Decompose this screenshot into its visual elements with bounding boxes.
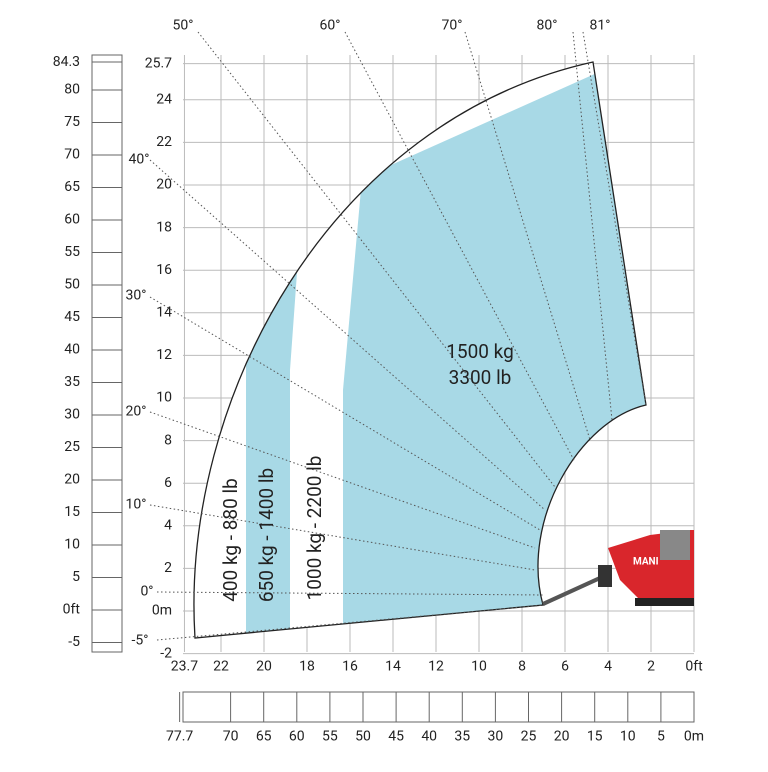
- zone-label: 650 kg - 1400 lb: [255, 468, 278, 602]
- height-ft-label: 10: [64, 537, 80, 553]
- zones: [246, 62, 646, 638]
- reach-m-label: 4: [604, 659, 612, 675]
- height-m-label: 4: [164, 518, 172, 534]
- zone-650: [246, 230, 299, 638]
- reach-ft-label: 20: [554, 729, 570, 745]
- reach-m-label: 2: [647, 659, 655, 675]
- reach-ft-label: 35: [454, 729, 470, 745]
- envelope-outline: [193, 61, 647, 639]
- height-m-label: 0m: [152, 603, 172, 619]
- reach-m-label: 10: [471, 659, 487, 675]
- height-m-label: -2: [160, 645, 172, 661]
- reach-ft-label: 0m: [684, 729, 704, 745]
- reach-m-label: 0ft: [685, 659, 703, 675]
- height-m-label: 6: [164, 475, 172, 491]
- angle-label: 10°: [126, 497, 147, 513]
- height-ft-label: 0ft: [63, 602, 81, 618]
- reach-m-label: 18: [299, 659, 315, 675]
- height-ft-label: 84.3: [53, 54, 80, 70]
- height-m-label: 22: [156, 134, 172, 150]
- height-m-label: 16: [156, 262, 172, 278]
- reach-m-label: 12: [428, 659, 444, 675]
- height-ft-label: 25: [64, 439, 80, 455]
- reach-m-label: 8: [518, 659, 526, 675]
- ft-height-scale: [91, 54, 123, 653]
- reach-ft-label: 55: [322, 729, 338, 745]
- reach-ft-label: 70: [223, 729, 239, 745]
- reach-m-label: 23.7: [171, 659, 198, 675]
- angle-label: 80°: [537, 18, 558, 34]
- height-m-label: 14: [156, 305, 172, 321]
- height-ft-label: 55: [64, 244, 80, 260]
- brand: MANI: [633, 557, 659, 568]
- reach-m-label: 16: [342, 659, 358, 675]
- height-ft-label: 75: [64, 114, 80, 130]
- height-ft-label: 20: [64, 472, 80, 488]
- height-ft-label: 15: [64, 504, 80, 520]
- height-ft-label: 70: [64, 147, 80, 163]
- angle-label: 50°: [173, 18, 194, 34]
- reach-ft-label: 10: [620, 729, 636, 745]
- height-m-label: 10: [156, 390, 172, 406]
- zone-label: 1000 kg - 2200 lb: [303, 456, 326, 601]
- reach-ft-label: 60: [289, 729, 305, 745]
- height-m-label: 24: [156, 92, 172, 108]
- ft-reach-scale: [182, 691, 695, 723]
- height-m-label: 20: [156, 177, 172, 193]
- angle-label: 30°: [126, 288, 147, 304]
- telehandler: MANI: [542, 530, 694, 606]
- angle-label: 70°: [442, 18, 463, 34]
- zone-label: 1500 kg: [446, 340, 514, 363]
- height-ft-label: 30: [64, 407, 80, 423]
- reach-ft-label: 40: [421, 729, 437, 745]
- height-ft-label: 5: [72, 569, 80, 585]
- angle-label: 0°: [140, 584, 153, 600]
- reach-ft-label: 15: [587, 729, 603, 745]
- angle-label: 20°: [126, 404, 147, 420]
- angle-label: 40°: [129, 152, 150, 168]
- reach-ft-label: 45: [388, 729, 404, 745]
- reach-m-label: 6: [561, 659, 569, 675]
- height-ft-label: 50: [64, 277, 80, 293]
- reach-m-label: 14: [385, 659, 401, 675]
- angle-label: -5°: [132, 633, 149, 649]
- height-m-label: 18: [156, 219, 172, 235]
- reach-ft-label: 50: [355, 729, 371, 745]
- zone-label: 3300 lb: [449, 366, 512, 389]
- height-ft-label: 35: [64, 374, 80, 390]
- height-ft-label: 40: [64, 342, 80, 358]
- reach-ft-label: 5: [657, 729, 665, 745]
- reach-ft-label: 77.7: [166, 729, 193, 745]
- height-ft-label: 45: [64, 309, 80, 325]
- angle-label: 60°: [320, 18, 341, 34]
- zone-1500: [343, 62, 646, 638]
- zone-label: 400 kg - 880 lb: [219, 478, 242, 602]
- height-ft-label: 60: [64, 212, 80, 228]
- reach-m-label: 20: [256, 659, 272, 675]
- angle-lines: [149, 31, 647, 641]
- height-ft-label: 80: [64, 82, 80, 98]
- angle-label: 81°: [590, 18, 611, 34]
- reach-ft-label: 65: [256, 729, 272, 745]
- height-ft-label: -5: [68, 634, 80, 650]
- reach-m-label: 22: [213, 659, 229, 675]
- height-m-label: 2: [164, 560, 172, 576]
- reach-ft-label: 25: [521, 729, 537, 745]
- height-m-label: 12: [156, 347, 172, 363]
- reach-ft-label: 30: [488, 729, 504, 745]
- height-m-label: 25.7: [145, 55, 172, 71]
- height-ft-label: 65: [64, 179, 80, 195]
- height-m-label: 8: [164, 432, 172, 448]
